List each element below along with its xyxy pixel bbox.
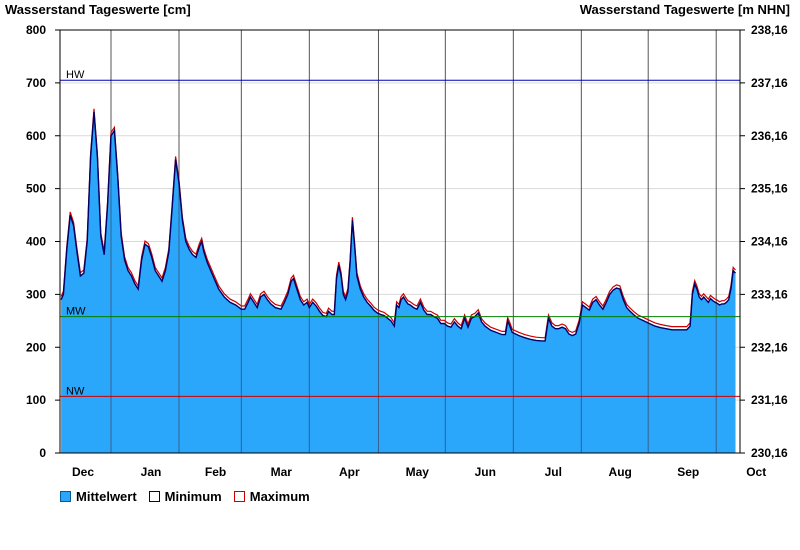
level-label-mw: MW: [66, 306, 86, 318]
x-tick-label: Dec: [72, 465, 94, 479]
y2-tick-label: 233,16: [751, 287, 788, 301]
mittelwert-swatch: [60, 491, 71, 502]
level-label-nw: NW: [66, 385, 85, 397]
level-label-hw: HW: [66, 69, 85, 81]
y-tick-label: 200: [26, 340, 46, 354]
x-tick-label: Aug: [609, 465, 632, 479]
y-tick-label: 800: [26, 23, 46, 37]
x-tick-label: Oct: [746, 465, 766, 479]
y-tick-label: 0: [39, 446, 46, 460]
y2-tick-label: 237,16: [751, 76, 788, 90]
x-tick-label: Feb: [205, 465, 226, 479]
legend-label-mittelwert: Mittelwert: [76, 489, 137, 504]
y-tick-label: 300: [26, 287, 46, 301]
axes: 0 100 200 300 400 500 600 700 800 230,16 231,16 232…: [26, 23, 788, 479]
chart-title-right: Wasserstand Tageswerte [m NHN]: [580, 2, 790, 17]
x-tick-label: Jun: [475, 465, 496, 479]
y-tick-label: 500: [26, 182, 46, 196]
y2-tick-label: 234,16: [751, 235, 788, 249]
x-tick-label: May: [406, 465, 430, 479]
y-tick-label: 400: [26, 235, 46, 249]
x-tick-label: Mar: [271, 465, 293, 479]
y2-tick-label: 238,16: [751, 23, 788, 37]
minimum-swatch: [148, 491, 160, 502]
y2-tick-label: 231,16: [751, 393, 788, 407]
legend-label-maximum: Maximum: [249, 489, 310, 504]
minimum-line: [60, 111, 737, 342]
y2-tick-label: 232,16: [751, 340, 788, 354]
plot-area: [60, 108, 737, 453]
legend-label-minimum: Minimum: [164, 489, 222, 504]
y-tick-label: 100: [26, 393, 46, 407]
reference-levels: HW MW NW: [60, 69, 740, 397]
legend-item-mittelwert: Mittelwert: [60, 489, 137, 504]
y2-tick-label: 230,16: [751, 446, 788, 460]
legend: Mittelwert Minimum Maximum: [60, 489, 310, 504]
chart-title-left: Wasserstand Tageswerte [cm]: [5, 2, 191, 17]
y-tick-label: 600: [26, 129, 46, 143]
x-tick-label: Jul: [545, 465, 562, 479]
maximum-swatch: [233, 491, 245, 502]
mittelwert-area: [61, 112, 736, 453]
y2-tick-label: 235,16: [751, 182, 788, 196]
x-tick-label: Sep: [677, 465, 699, 479]
x-tick-label: Apr: [339, 465, 360, 479]
x-tick-label: Jan: [141, 465, 162, 479]
y-tick-label: 700: [26, 76, 46, 90]
legend-item-maximum: Maximum: [233, 489, 310, 504]
y2-tick-label: 236,16: [751, 129, 788, 143]
legend-item-minimum: Minimum: [148, 489, 222, 504]
